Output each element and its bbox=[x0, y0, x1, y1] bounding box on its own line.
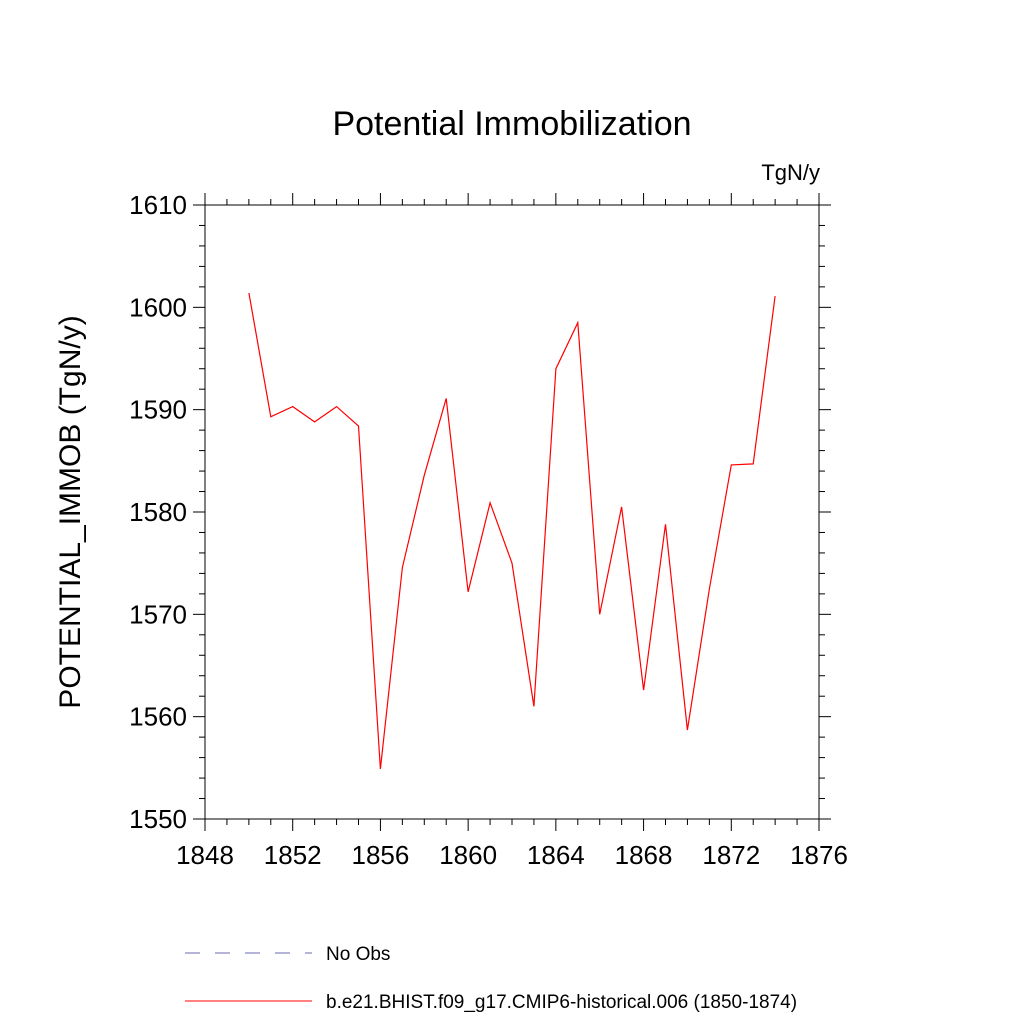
x-tick-label: 1872 bbox=[702, 840, 760, 870]
chart-title: Potential Immobilization bbox=[332, 105, 691, 143]
y-tick-label: 1600 bbox=[129, 292, 187, 322]
y-tick-label: 1560 bbox=[129, 702, 187, 732]
y-tick-label: 1590 bbox=[129, 395, 187, 425]
series-layer bbox=[248, 292, 776, 769]
axis-tick-labels: 1848 1852 1856 1860 1864 1868 1872 1876 1550 1560… bbox=[129, 190, 848, 870]
x-tick-label: 1864 bbox=[527, 840, 585, 870]
y-tick-label: 1570 bbox=[129, 599, 187, 629]
x-tick-label: 1876 bbox=[790, 840, 848, 870]
y-tick-label: 1580 bbox=[129, 497, 187, 527]
y-axis-label: POTENTIAL_IMMOB (TgN/y) bbox=[54, 315, 87, 708]
axis-ticks bbox=[193, 193, 831, 831]
x-tick-label: 1852 bbox=[264, 840, 322, 870]
series-line-historical bbox=[248, 292, 776, 769]
x-tick-label: 1848 bbox=[176, 840, 234, 870]
x-tick-label: 1856 bbox=[352, 840, 410, 870]
x-tick-label: 1860 bbox=[439, 840, 497, 870]
legend-label-historical: b.e21.BHIST.f09_g17.CMIP6-historical.006… bbox=[326, 992, 797, 1013]
y-tick-label: 1550 bbox=[129, 804, 187, 834]
x-tick-label: 1868 bbox=[615, 840, 673, 870]
plot-frame bbox=[204, 204, 820, 820]
legend: No Obs b.e21.BHIST.f09_g17.CMIP6-histori… bbox=[185, 944, 797, 1013]
units-label: TgN/y bbox=[761, 160, 820, 185]
legend-label-no-obs: No Obs bbox=[326, 944, 390, 965]
y-tick-label: 1610 bbox=[129, 190, 187, 220]
